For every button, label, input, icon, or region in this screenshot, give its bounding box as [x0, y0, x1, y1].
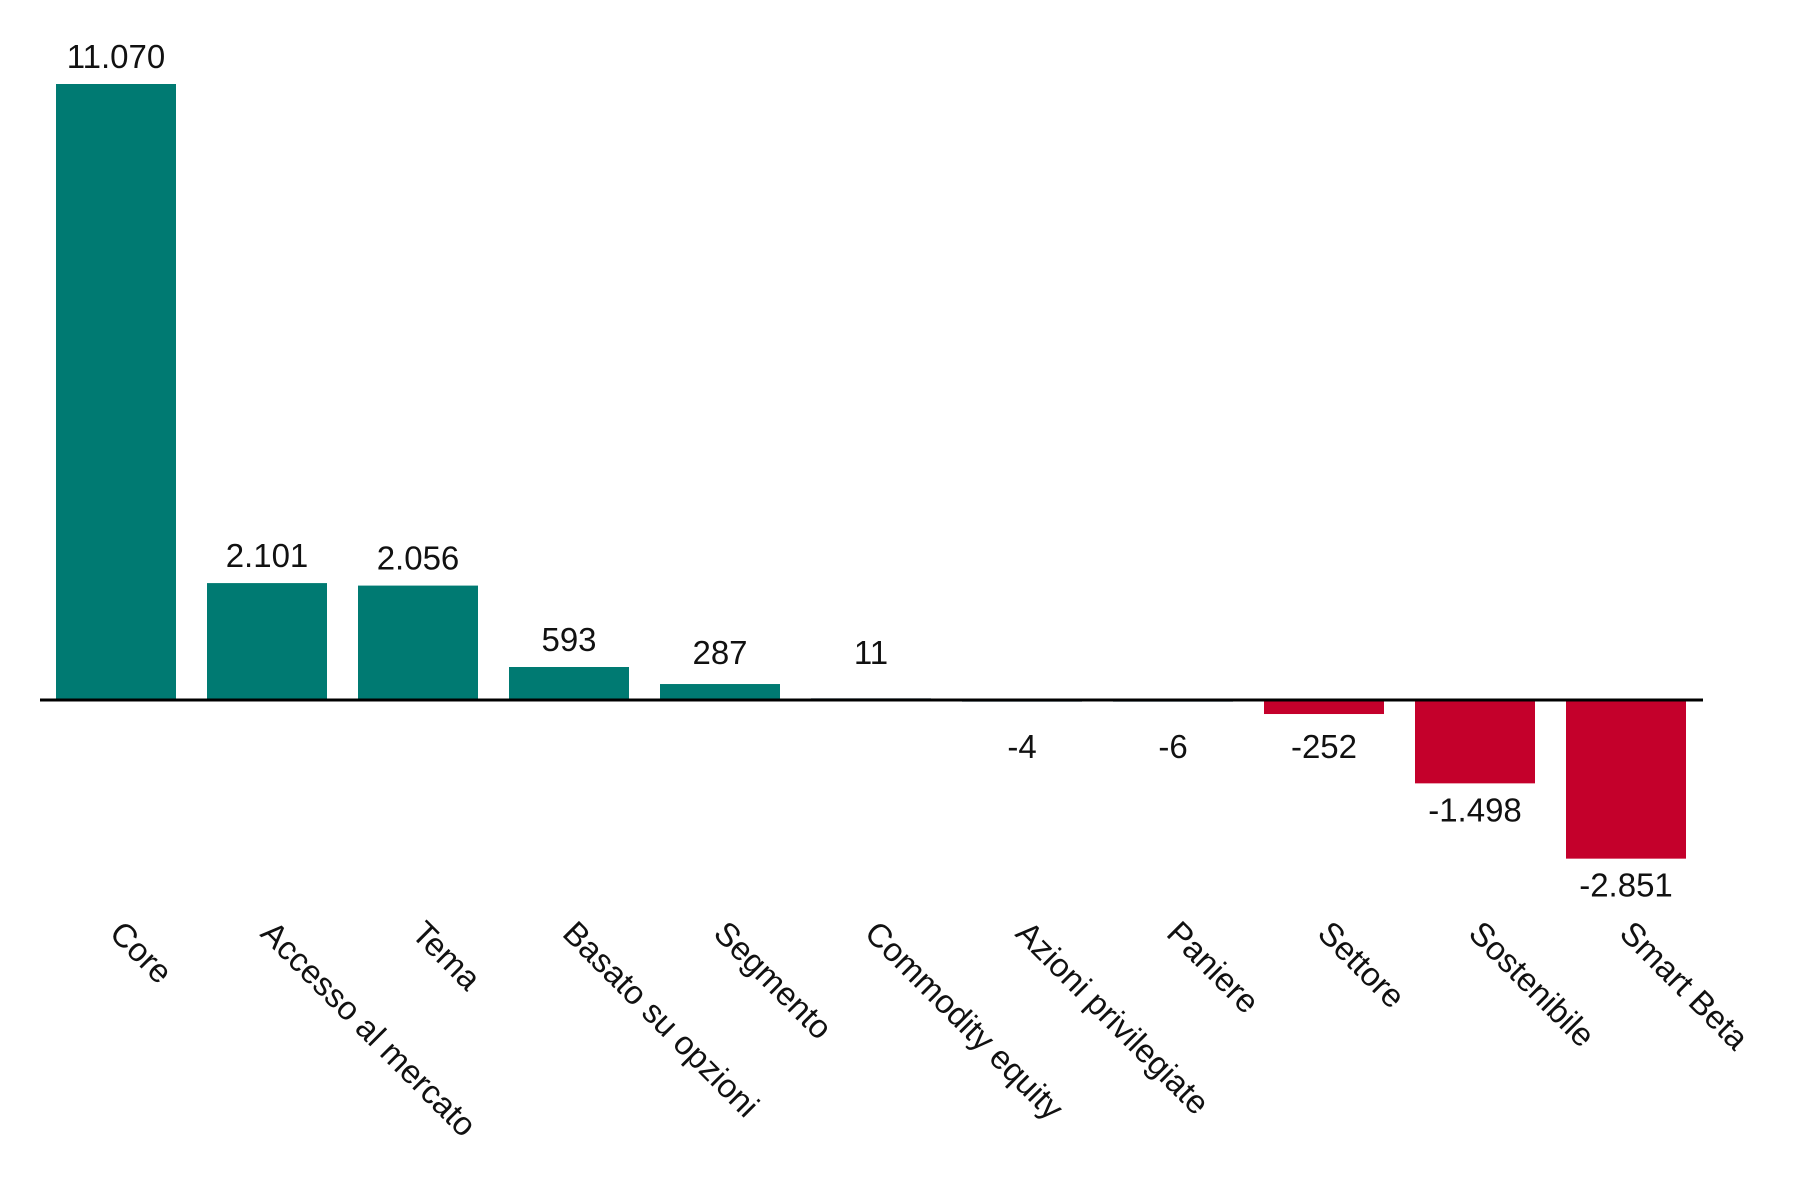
bar-core — [56, 84, 176, 700]
category-label-smart-beta: Smart Beta — [1613, 914, 1756, 1057]
category-label-tema: Tema — [405, 914, 489, 998]
bar-basato-su-opzioni — [509, 667, 629, 700]
value-label-accesso-al-mercato: 2.101 — [226, 537, 309, 574]
value-label-basato-su-opzioni: 593 — [541, 621, 596, 658]
value-label-smart-beta: -2.851 — [1579, 867, 1673, 904]
value-label-commodity-equity: 11 — [854, 634, 888, 671]
value-label-azioni-privilegiate: -4 — [1007, 728, 1036, 765]
category-label-segmento: Segmento — [707, 914, 840, 1047]
bar-settore — [1264, 700, 1384, 715]
value-labels-layer: 11.070 2.101 2.056 593 287 11 -4 -6 -252 -1.498 -2… — [67, 38, 1673, 904]
value-label-paniere: -6 — [1158, 728, 1187, 765]
value-label-core: 11.070 — [67, 38, 165, 75]
category-label-sostenibile: Sostenibile — [1462, 914, 1602, 1054]
bar-sostenibile — [1415, 700, 1535, 784]
bar-tema — [358, 585, 478, 700]
bars-layer — [56, 84, 1686, 859]
bar-accesso-al-mercato — [207, 583, 327, 700]
value-label-segmento: 287 — [692, 634, 747, 671]
value-label-sostenibile: -1.498 — [1428, 791, 1522, 828]
value-label-settore: -252 — [1291, 728, 1357, 765]
category-label-core: Core — [103, 914, 180, 991]
bar-segmento — [660, 684, 780, 700]
category-label-settore: Settore — [1311, 914, 1412, 1015]
category-label-paniere: Paniere — [1160, 914, 1267, 1021]
value-label-tema: 2.056 — [377, 540, 460, 577]
bar-smart-beta — [1566, 700, 1686, 859]
